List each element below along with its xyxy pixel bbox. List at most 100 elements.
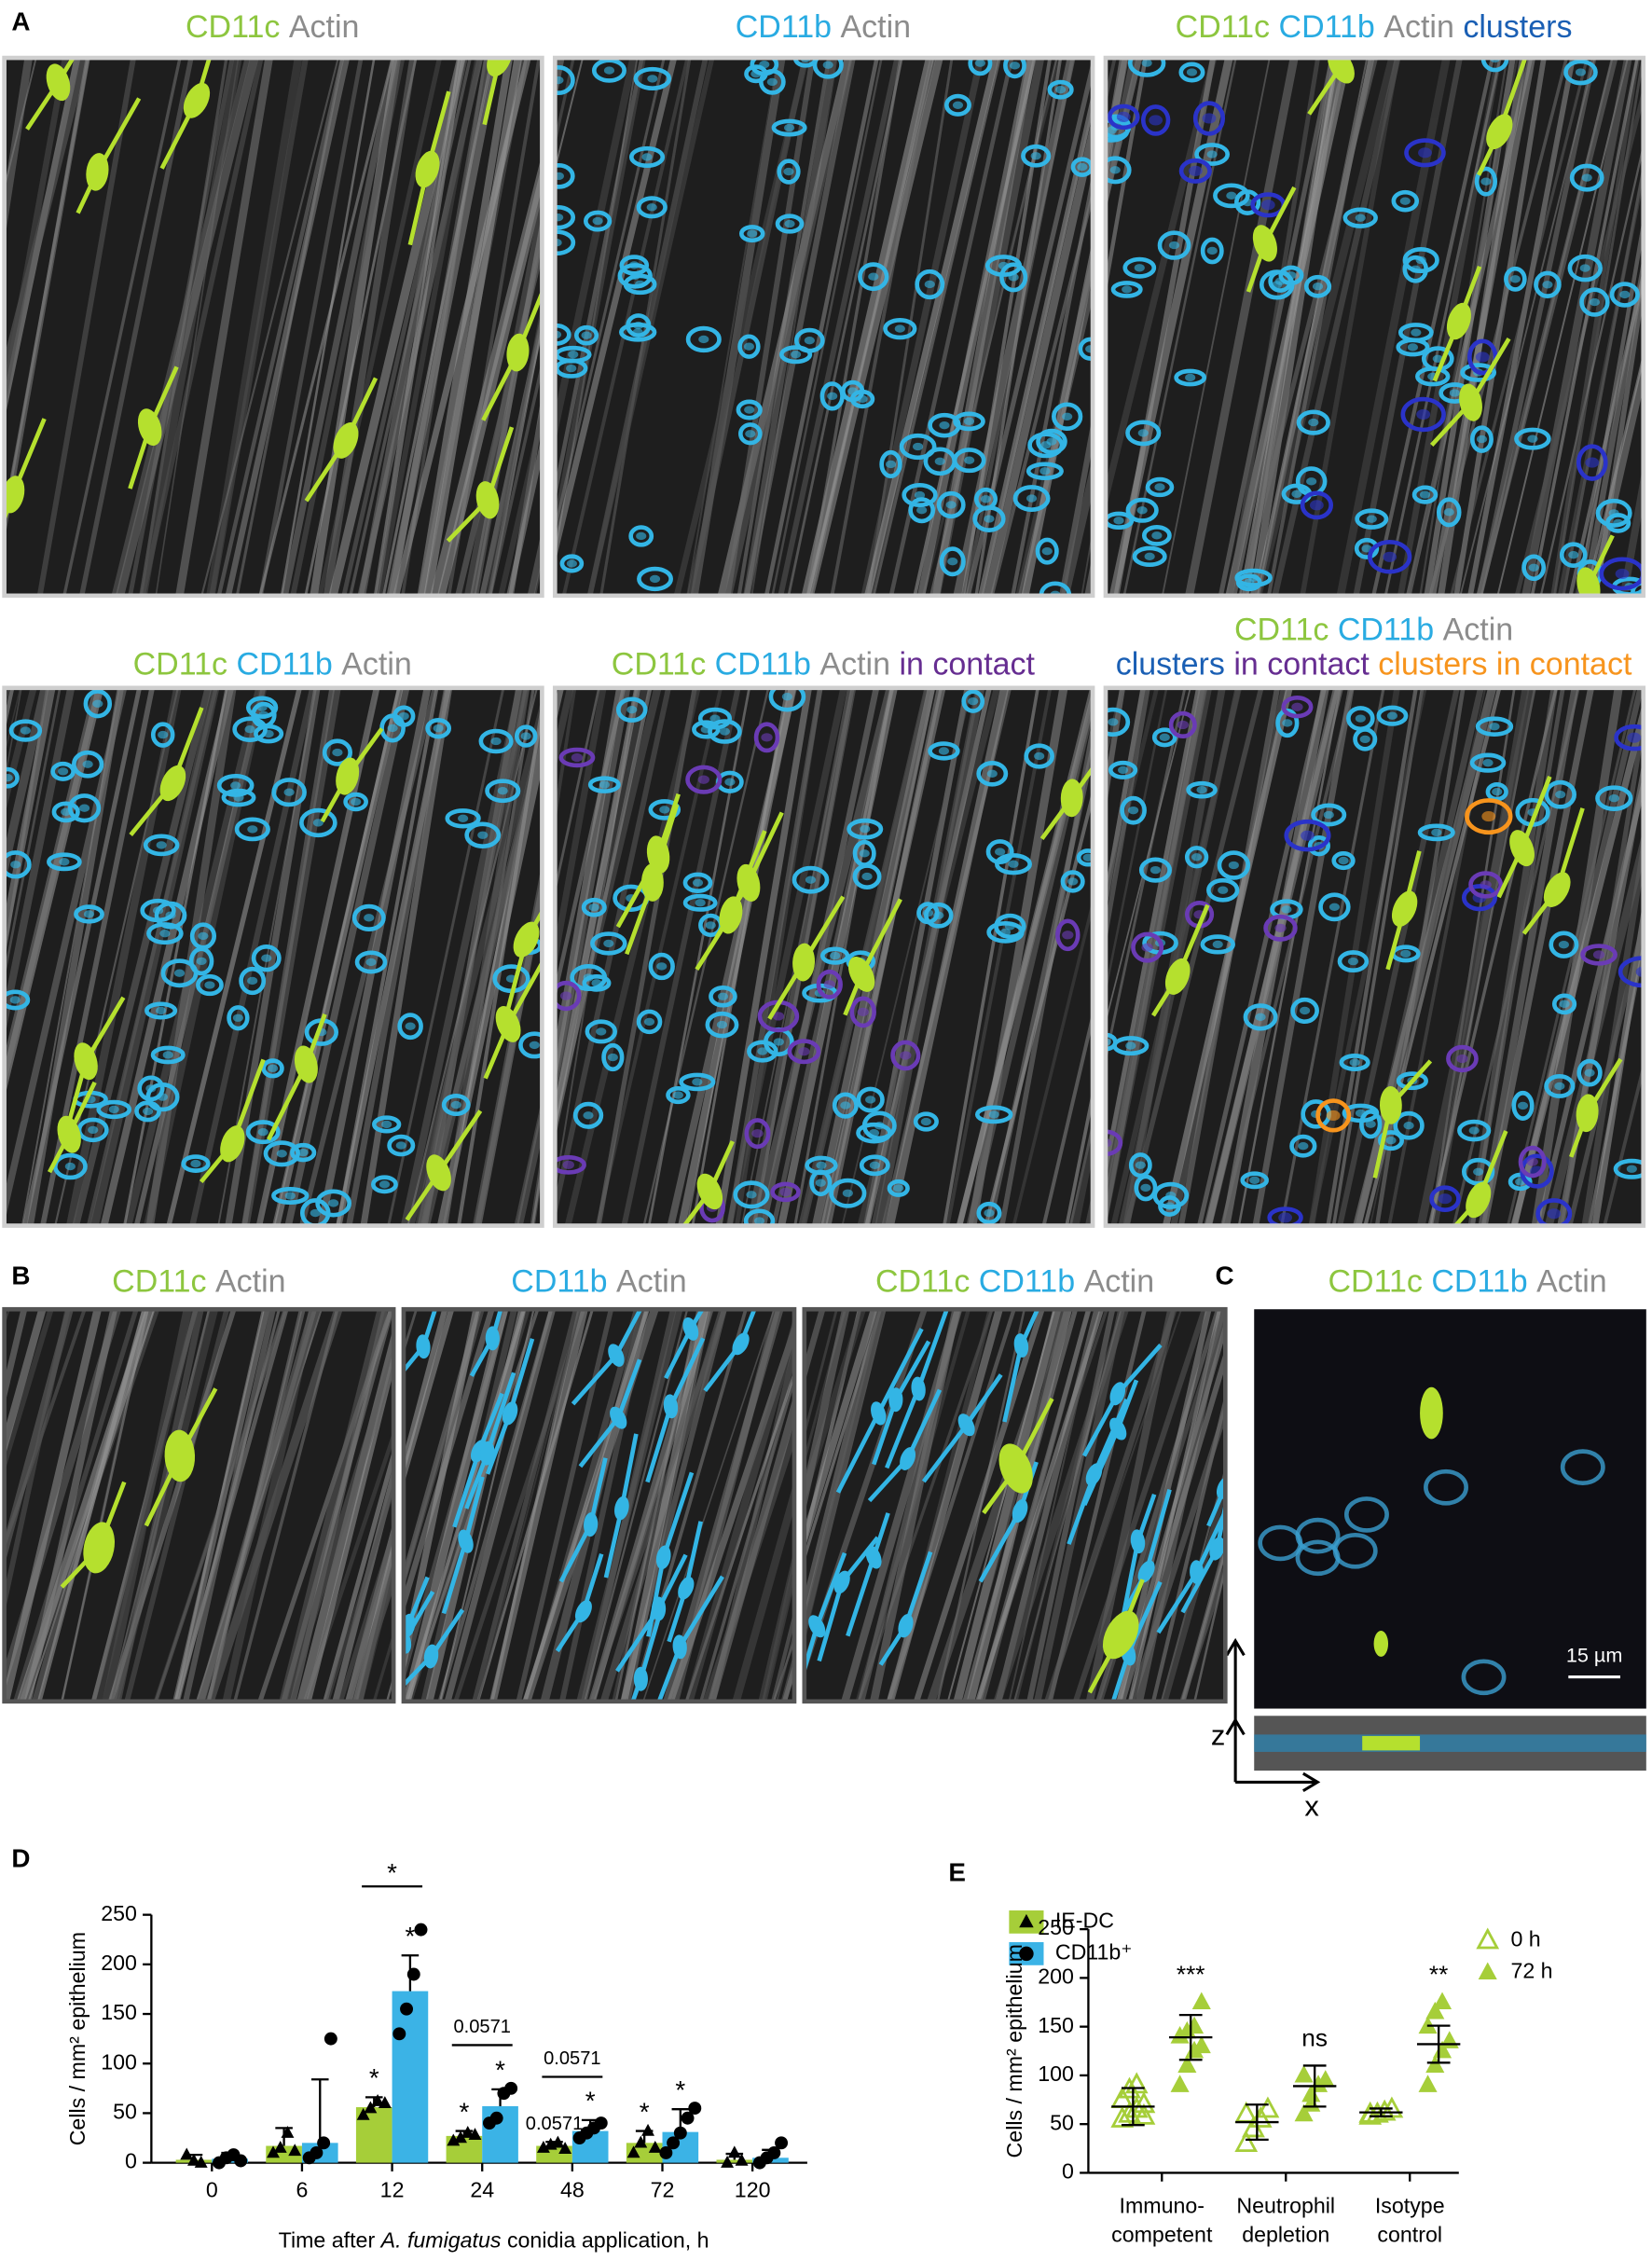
cell-core: [555, 172, 564, 181]
actin-fiber: [1232, 58, 1347, 596]
heading-word: CD11c: [1234, 612, 1328, 647]
image-heading: CD11c Actin: [112, 1263, 285, 1299]
cell: [559, 554, 585, 573]
cell-core: [1212, 940, 1223, 949]
image-content: [804, 1309, 1226, 1702]
annotation: *: [459, 2097, 469, 2126]
cell: [744, 64, 768, 84]
cell-core: [283, 788, 295, 796]
actin-fiber: [255, 687, 380, 1226]
cell: [145, 1001, 178, 1020]
cell-core: [984, 1208, 995, 1218]
cell: [137, 408, 162, 446]
cell: [585, 1019, 618, 1044]
actin-fiber: [1453, 58, 1547, 596]
image-content: [403, 1309, 794, 1702]
c-side-cell: [1362, 1735, 1421, 1751]
cell-core: [1206, 150, 1218, 159]
cell-core: [1165, 1192, 1177, 1200]
cell: [1102, 1610, 1139, 1660]
cell: [67, 793, 102, 823]
actin-fiber: [916, 58, 1035, 596]
cell: [1311, 803, 1347, 827]
cell: [1235, 573, 1262, 592]
cell: [1461, 884, 1498, 912]
data-point: [414, 1923, 428, 1937]
cell: [143, 834, 180, 857]
cell: [610, 1406, 627, 1429]
actin-fiber: [1085, 1309, 1176, 1702]
cell: [637, 566, 673, 592]
data-point: [392, 2027, 406, 2041]
cell-core: [816, 1161, 827, 1170]
cell: [251, 944, 282, 972]
actin-fiber: [400, 687, 524, 1226]
data-point: [324, 2032, 337, 2046]
image-frame: [401, 1306, 797, 1704]
cell: [387, 1134, 416, 1157]
cell-core: [1109, 166, 1121, 174]
cell-core: [747, 229, 758, 238]
actin-fiber: [4, 58, 69, 413]
cell: [150, 1045, 186, 1065]
cell-core: [158, 730, 169, 739]
actin-fiber: [346, 687, 450, 1226]
cell-core: [1475, 352, 1490, 363]
data-point: [767, 2146, 781, 2159]
cell-core: [827, 392, 838, 401]
cell: [372, 1115, 402, 1134]
data-point: [1019, 1946, 1034, 1962]
cell: [832, 1092, 859, 1119]
actin-fiber: [678, 687, 796, 1226]
actin-fiber: [762, 1565, 794, 1702]
cell: [1373, 1631, 1389, 1657]
actin-fiber: [89, 687, 220, 1226]
cell-core: [1526, 1157, 1538, 1166]
cell-core: [647, 75, 658, 83]
heading-word: in contact: [899, 647, 1035, 682]
cell: [271, 1187, 310, 1205]
cell: [336, 757, 360, 795]
cell: [83, 1522, 116, 1574]
data-point: [454, 2130, 467, 2144]
heading-word: Actin: [215, 1263, 286, 1299]
data-point: [688, 2102, 702, 2116]
cell: [1141, 524, 1172, 546]
cell: [458, 1529, 474, 1553]
cell: [1595, 498, 1632, 528]
actin-fiber: [1550, 58, 1641, 596]
cell: [678, 1577, 695, 1600]
data-point: [641, 2123, 654, 2136]
cell: [1393, 1110, 1425, 1140]
cell: [1420, 1386, 1443, 1440]
actin-fiber: [403, 1309, 509, 1702]
microscopy-image: [552, 685, 1095, 1228]
cell: [816, 969, 843, 1000]
microscopy-image: [2, 685, 544, 1228]
cell: [146, 922, 184, 945]
cell: [1359, 1109, 1383, 1139]
actin-fiber: [4, 1309, 71, 1616]
cell: [708, 719, 742, 744]
cell-core: [1432, 354, 1443, 363]
cell-core: [1449, 389, 1460, 397]
cell: [1332, 1532, 1378, 1569]
cell: [1436, 497, 1462, 528]
cell-core: [783, 167, 794, 176]
cell-core: [190, 1159, 201, 1168]
cell-core: [1575, 68, 1587, 76]
actin-fiber: [804, 1309, 867, 1505]
actin-fiber: [39, 687, 156, 1226]
actin-fiber: [1581, 829, 1644, 1226]
actin-fiber: [323, 58, 417, 596]
cell: [478, 728, 514, 754]
cell-core: [672, 1091, 683, 1099]
x-label-part: A. fumigatus: [379, 2228, 502, 2253]
cell: [415, 150, 440, 188]
cell: [888, 1387, 903, 1413]
cell-core: [1579, 264, 1590, 272]
data-point: [468, 2128, 482, 2141]
microscopy-image: [2, 1306, 396, 1704]
data-point: [267, 2145, 280, 2158]
x-tick-label: Immuno-: [1120, 2194, 1205, 2218]
